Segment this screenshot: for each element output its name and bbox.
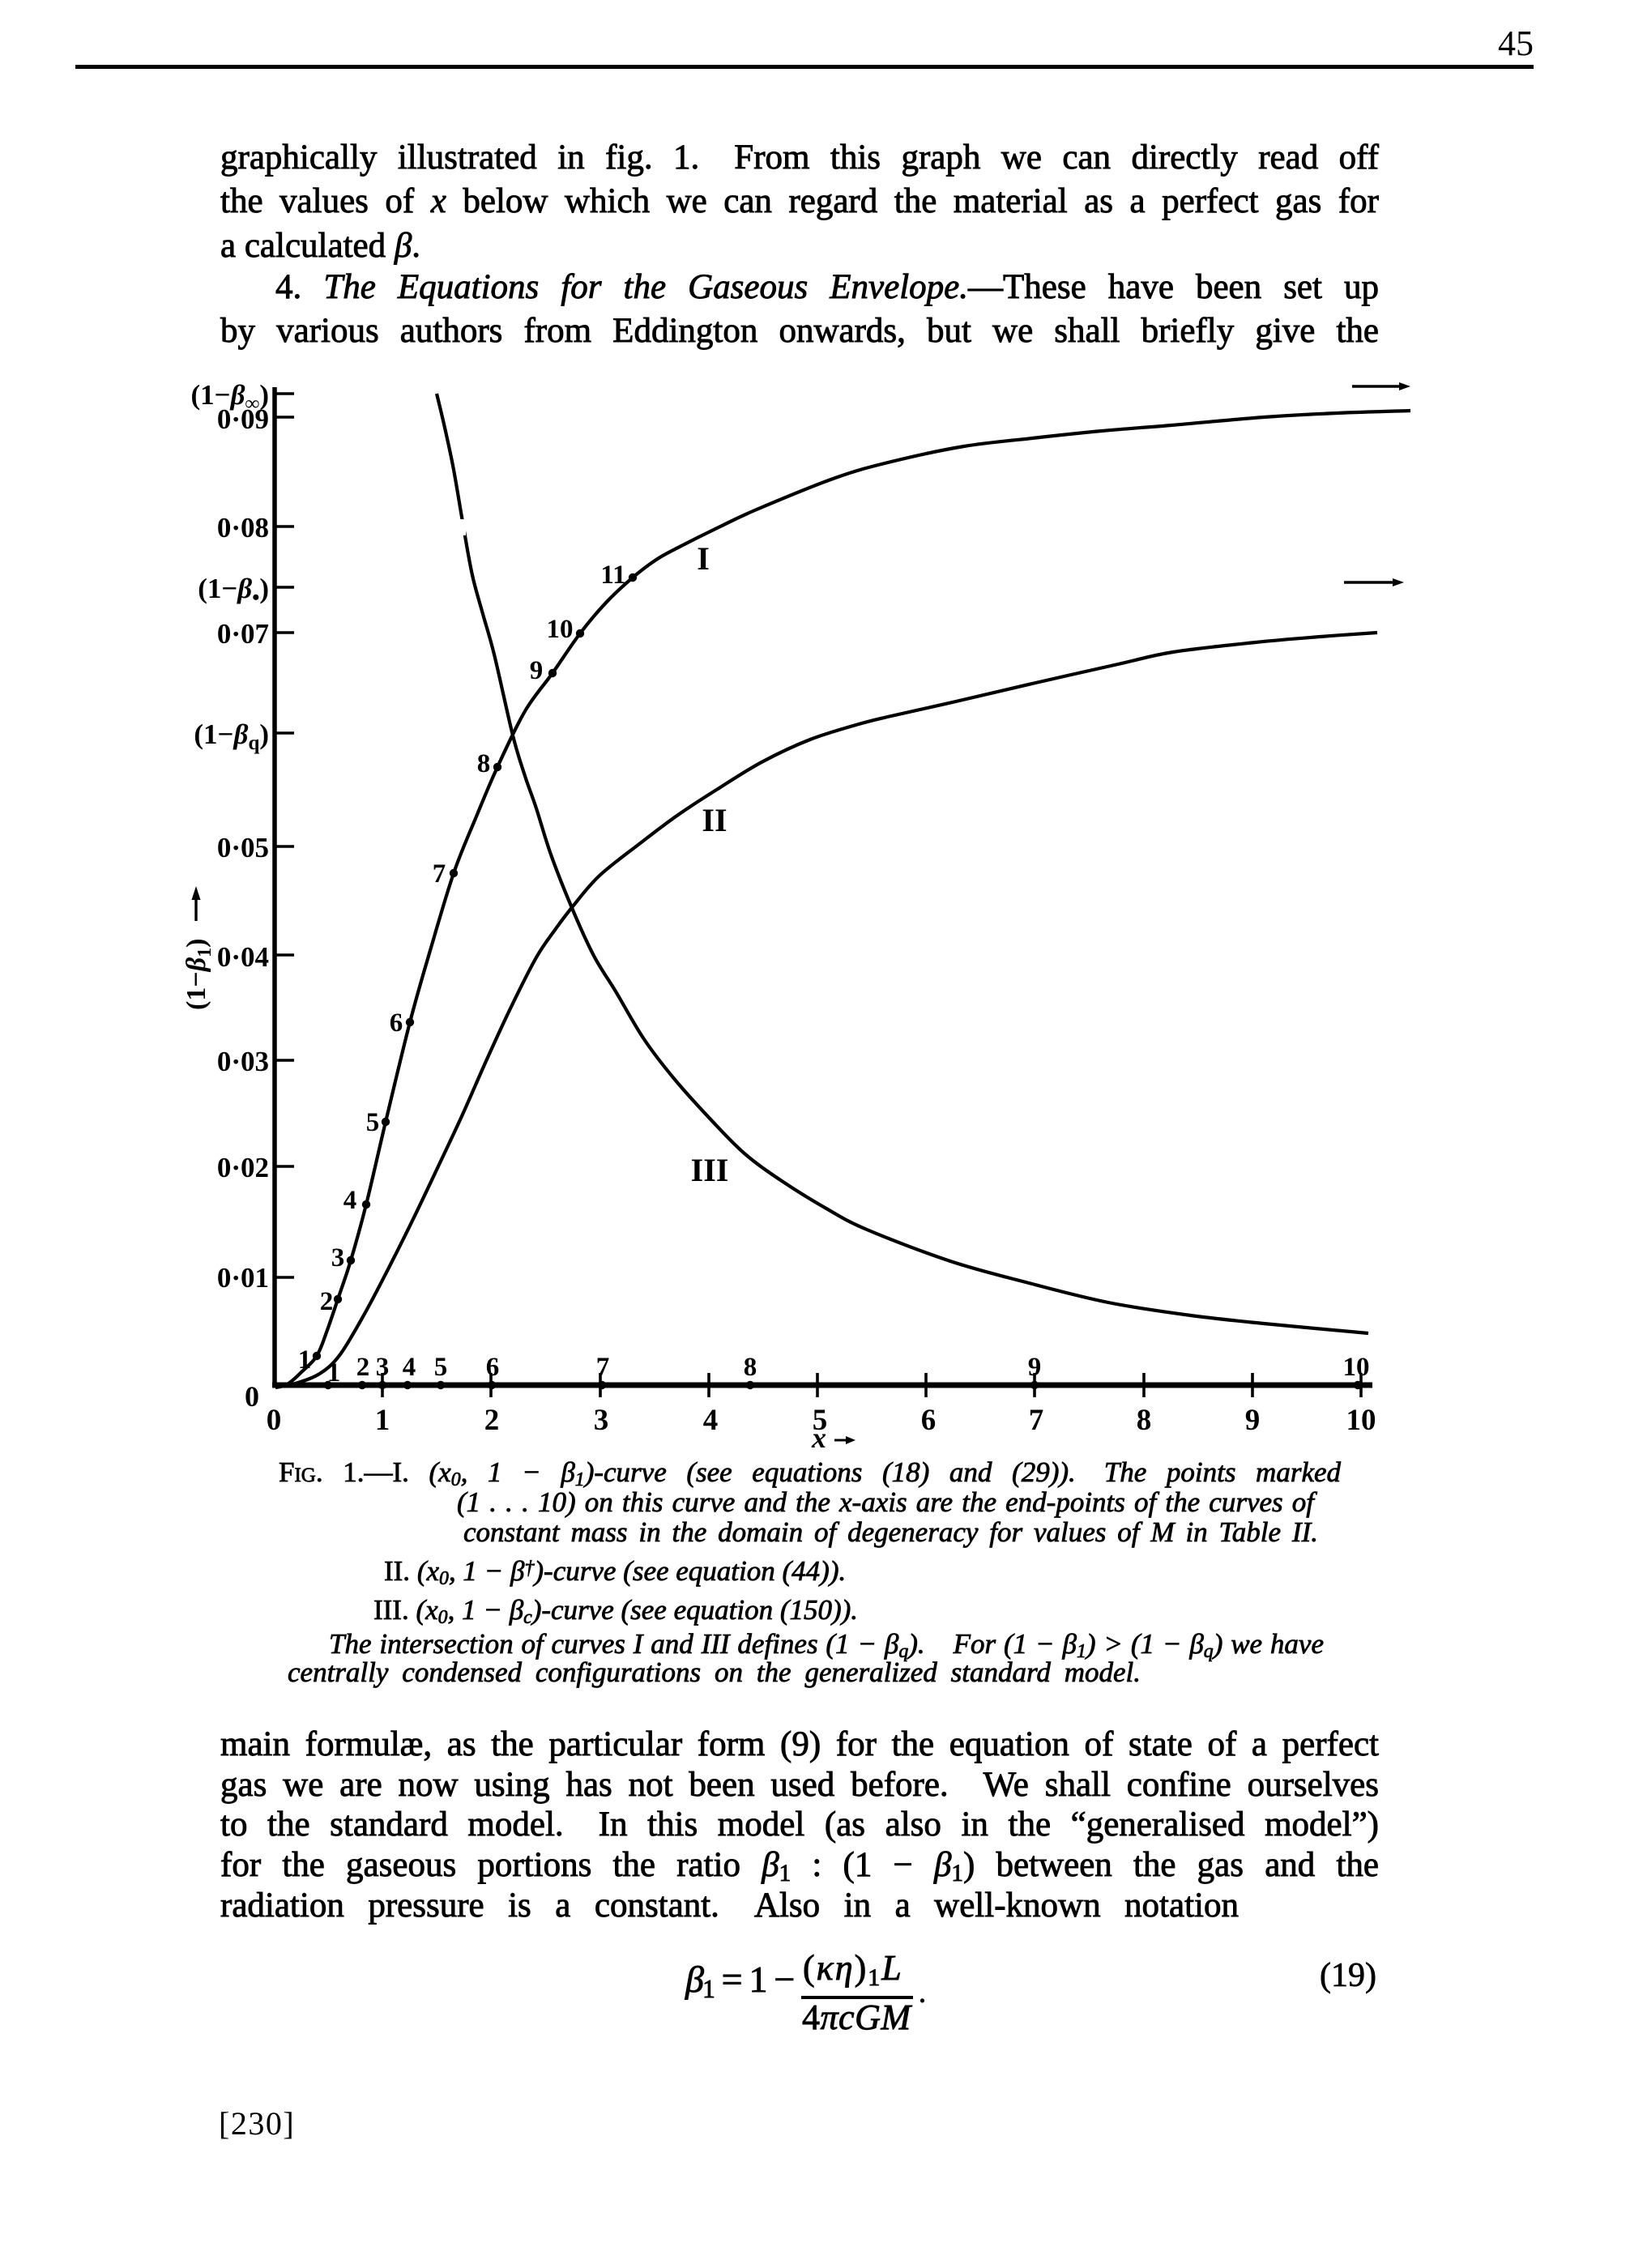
svg-text:11: 11: [600, 561, 625, 590]
svg-text:0·07: 0·07: [217, 618, 269, 650]
svg-text:9: 9: [1245, 1404, 1261, 1437]
svg-text:I: I: [697, 540, 710, 577]
svg-text:7: 7: [433, 859, 446, 889]
svg-text:6: 6: [486, 1353, 500, 1382]
svg-text:8: 8: [477, 749, 491, 778]
svg-text:0: 0: [267, 1404, 282, 1437]
svg-text:3: 3: [594, 1404, 609, 1437]
svg-text:0·05: 0·05: [217, 832, 269, 863]
svg-text:1: 1: [298, 1345, 312, 1375]
svg-text:6: 6: [921, 1404, 937, 1437]
svg-text:4: 4: [343, 1186, 357, 1215]
svg-text:8: 8: [1137, 1404, 1152, 1437]
svg-text:2: 2: [320, 1287, 334, 1316]
svg-text:x: x: [811, 1422, 826, 1454]
svg-text:10: 10: [1343, 1353, 1370, 1382]
svg-text:4: 4: [703, 1404, 719, 1437]
svg-text:0·01: 0·01: [217, 1262, 269, 1294]
svg-text:7: 7: [1029, 1404, 1044, 1437]
svg-text:6: 6: [390, 1008, 403, 1038]
svg-text:2: 2: [484, 1404, 500, 1437]
svg-text:10: 10: [1346, 1404, 1376, 1437]
svg-text:II: II: [702, 802, 727, 838]
svg-text:0·08: 0·08: [217, 512, 269, 544]
svg-text:III: III: [691, 1152, 729, 1188]
svg-text:(1−β1): (1−β1): [181, 939, 215, 1010]
svg-text:(1−βq): (1−βq): [194, 718, 269, 754]
svg-text:10: 10: [547, 615, 574, 644]
svg-text:0·03: 0·03: [217, 1046, 269, 1077]
svg-text:9: 9: [1028, 1353, 1042, 1382]
svg-text:3: 3: [376, 1353, 390, 1382]
svg-text:0·09: 0·09: [217, 403, 269, 435]
svg-text:5: 5: [813, 1404, 828, 1437]
svg-text:1: 1: [375, 1404, 390, 1437]
svg-text:8: 8: [744, 1353, 757, 1382]
svg-text:0·04: 0·04: [217, 941, 269, 973]
svg-text:3: 3: [331, 1243, 345, 1273]
svg-text:0·02: 0·02: [217, 1152, 269, 1183]
svg-text:(1−β•): (1−β•): [198, 573, 269, 609]
svg-text:5: 5: [366, 1108, 380, 1137]
svg-text:5: 5: [434, 1353, 448, 1382]
svg-text:0: 0: [245, 1380, 259, 1413]
svg-text:4: 4: [403, 1353, 416, 1382]
svg-text:1: 1: [327, 1358, 341, 1388]
svg-text:7: 7: [596, 1353, 610, 1382]
svg-text:9: 9: [530, 656, 544, 685]
svg-text:2: 2: [356, 1353, 370, 1382]
